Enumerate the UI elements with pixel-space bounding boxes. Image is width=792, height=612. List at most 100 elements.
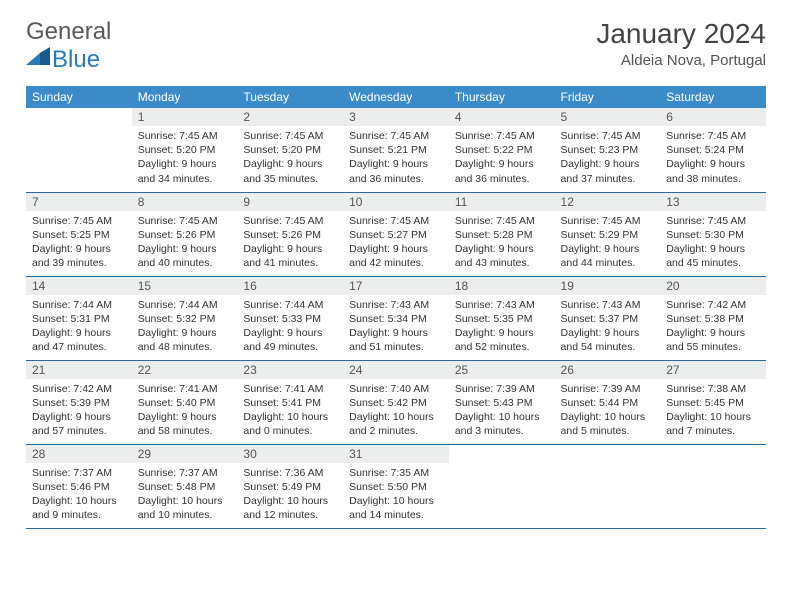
calendar-cell: 3Sunrise: 7:45 AMSunset: 5:21 PMDaylight… [343, 108, 449, 192]
day-number: 17 [343, 277, 449, 295]
calendar-cell: 29Sunrise: 7:37 AMSunset: 5:48 PMDayligh… [132, 444, 238, 528]
calendar-cell: 7Sunrise: 7:45 AMSunset: 5:25 PMDaylight… [26, 192, 132, 276]
day-details: Sunrise: 7:45 AMSunset: 5:29 PMDaylight:… [555, 211, 661, 275]
day-number: 25 [449, 361, 555, 379]
day-number: 14 [26, 277, 132, 295]
calendar-cell: 2Sunrise: 7:45 AMSunset: 5:20 PMDaylight… [237, 108, 343, 192]
day-number: 29 [132, 445, 238, 463]
day-number: 10 [343, 193, 449, 211]
day-number: 26 [555, 361, 661, 379]
logo-swoosh-icon [26, 46, 52, 73]
calendar-cell: 13Sunrise: 7:45 AMSunset: 5:30 PMDayligh… [660, 192, 766, 276]
day-number: 2 [237, 108, 343, 126]
day-number: 3 [343, 108, 449, 126]
day-number: 31 [343, 445, 449, 463]
day-details: Sunrise: 7:43 AMSunset: 5:34 PMDaylight:… [343, 295, 449, 359]
day-details: Sunrise: 7:41 AMSunset: 5:40 PMDaylight:… [132, 379, 238, 443]
day-number: 11 [449, 193, 555, 211]
logo-general: General [26, 18, 111, 45]
calendar-cell: 19Sunrise: 7:43 AMSunset: 5:37 PMDayligh… [555, 276, 661, 360]
day-number: 7 [26, 193, 132, 211]
day-number: 5 [555, 108, 661, 126]
calendar-cell: 5Sunrise: 7:45 AMSunset: 5:23 PMDaylight… [555, 108, 661, 192]
calendar-cell: 26Sunrise: 7:39 AMSunset: 5:44 PMDayligh… [555, 360, 661, 444]
weekday-header: Monday [132, 86, 238, 108]
day-details: Sunrise: 7:37 AMSunset: 5:48 PMDaylight:… [132, 463, 238, 527]
day-details: Sunrise: 7:43 AMSunset: 5:37 PMDaylight:… [555, 295, 661, 359]
day-number: 1 [132, 108, 238, 126]
day-details: Sunrise: 7:45 AMSunset: 5:23 PMDaylight:… [555, 126, 661, 190]
day-details: Sunrise: 7:45 AMSunset: 5:24 PMDaylight:… [660, 126, 766, 190]
day-details: Sunrise: 7:41 AMSunset: 5:41 PMDaylight:… [237, 379, 343, 443]
calendar-table: SundayMondayTuesdayWednesdayThursdayFrid… [26, 86, 766, 529]
calendar-body: 1Sunrise: 7:45 AMSunset: 5:20 PMDaylight… [26, 108, 766, 528]
calendar-cell: 16Sunrise: 7:44 AMSunset: 5:33 PMDayligh… [237, 276, 343, 360]
day-number: 4 [449, 108, 555, 126]
calendar-cell: 4Sunrise: 7:45 AMSunset: 5:22 PMDaylight… [449, 108, 555, 192]
calendar-cell [555, 444, 661, 528]
calendar-cell: 17Sunrise: 7:43 AMSunset: 5:34 PMDayligh… [343, 276, 449, 360]
calendar-cell: 22Sunrise: 7:41 AMSunset: 5:40 PMDayligh… [132, 360, 238, 444]
logo: General Blue [26, 18, 111, 74]
location: Aldeia Nova, Portugal [596, 52, 766, 69]
day-number: 24 [343, 361, 449, 379]
day-details: Sunrise: 7:45 AMSunset: 5:26 PMDaylight:… [237, 211, 343, 275]
logo-blue: Blue [52, 46, 100, 73]
day-number: 12 [555, 193, 661, 211]
weekday-header: Sunday [26, 86, 132, 108]
weekday-header: Saturday [660, 86, 766, 108]
page-header: General Blue January 2024 Aldeia Nova, P… [26, 18, 766, 74]
day-details: Sunrise: 7:44 AMSunset: 5:31 PMDaylight:… [26, 295, 132, 359]
day-details: Sunrise: 7:37 AMSunset: 5:46 PMDaylight:… [26, 463, 132, 527]
calendar-cell: 11Sunrise: 7:45 AMSunset: 5:28 PMDayligh… [449, 192, 555, 276]
day-number: 15 [132, 277, 238, 295]
weekday-header: Friday [555, 86, 661, 108]
day-number: 27 [660, 361, 766, 379]
day-details: Sunrise: 7:45 AMSunset: 5:26 PMDaylight:… [132, 211, 238, 275]
day-number: 22 [132, 361, 238, 379]
day-number: 23 [237, 361, 343, 379]
calendar-cell: 12Sunrise: 7:45 AMSunset: 5:29 PMDayligh… [555, 192, 661, 276]
calendar-cell: 6Sunrise: 7:45 AMSunset: 5:24 PMDaylight… [660, 108, 766, 192]
weekday-header: Tuesday [237, 86, 343, 108]
calendar-cell [26, 108, 132, 192]
calendar-cell: 8Sunrise: 7:45 AMSunset: 5:26 PMDaylight… [132, 192, 238, 276]
calendar-cell: 31Sunrise: 7:35 AMSunset: 5:50 PMDayligh… [343, 444, 449, 528]
day-number: 28 [26, 445, 132, 463]
day-number: 20 [660, 277, 766, 295]
calendar-cell: 18Sunrise: 7:43 AMSunset: 5:35 PMDayligh… [449, 276, 555, 360]
calendar-cell: 28Sunrise: 7:37 AMSunset: 5:46 PMDayligh… [26, 444, 132, 528]
calendar-cell: 20Sunrise: 7:42 AMSunset: 5:38 PMDayligh… [660, 276, 766, 360]
day-details: Sunrise: 7:45 AMSunset: 5:30 PMDaylight:… [660, 211, 766, 275]
day-details: Sunrise: 7:43 AMSunset: 5:35 PMDaylight:… [449, 295, 555, 359]
calendar-cell: 15Sunrise: 7:44 AMSunset: 5:32 PMDayligh… [132, 276, 238, 360]
title-block: January 2024 Aldeia Nova, Portugal [596, 18, 766, 69]
day-details: Sunrise: 7:42 AMSunset: 5:39 PMDaylight:… [26, 379, 132, 443]
day-number: 21 [26, 361, 132, 379]
calendar-cell: 21Sunrise: 7:42 AMSunset: 5:39 PMDayligh… [26, 360, 132, 444]
day-number: 9 [237, 193, 343, 211]
calendar-cell: 30Sunrise: 7:36 AMSunset: 5:49 PMDayligh… [237, 444, 343, 528]
day-details: Sunrise: 7:45 AMSunset: 5:25 PMDaylight:… [26, 211, 132, 275]
day-number: 19 [555, 277, 661, 295]
logo-text: General Blue [26, 18, 111, 74]
calendar-head: SundayMondayTuesdayWednesdayThursdayFrid… [26, 86, 766, 108]
day-details: Sunrise: 7:35 AMSunset: 5:50 PMDaylight:… [343, 463, 449, 527]
day-details: Sunrise: 7:39 AMSunset: 5:43 PMDaylight:… [449, 379, 555, 443]
day-number: 13 [660, 193, 766, 211]
calendar-cell: 25Sunrise: 7:39 AMSunset: 5:43 PMDayligh… [449, 360, 555, 444]
calendar-cell [449, 444, 555, 528]
day-details: Sunrise: 7:44 AMSunset: 5:33 PMDaylight:… [237, 295, 343, 359]
day-number: 8 [132, 193, 238, 211]
day-details: Sunrise: 7:40 AMSunset: 5:42 PMDaylight:… [343, 379, 449, 443]
calendar-cell: 27Sunrise: 7:38 AMSunset: 5:45 PMDayligh… [660, 360, 766, 444]
weekday-header: Thursday [449, 86, 555, 108]
weekday-header: Wednesday [343, 86, 449, 108]
calendar-cell: 23Sunrise: 7:41 AMSunset: 5:41 PMDayligh… [237, 360, 343, 444]
calendar-cell: 10Sunrise: 7:45 AMSunset: 5:27 PMDayligh… [343, 192, 449, 276]
day-details: Sunrise: 7:36 AMSunset: 5:49 PMDaylight:… [237, 463, 343, 527]
day-details: Sunrise: 7:45 AMSunset: 5:27 PMDaylight:… [343, 211, 449, 275]
calendar-cell: 14Sunrise: 7:44 AMSunset: 5:31 PMDayligh… [26, 276, 132, 360]
day-details: Sunrise: 7:45 AMSunset: 5:21 PMDaylight:… [343, 126, 449, 190]
day-details: Sunrise: 7:45 AMSunset: 5:28 PMDaylight:… [449, 211, 555, 275]
